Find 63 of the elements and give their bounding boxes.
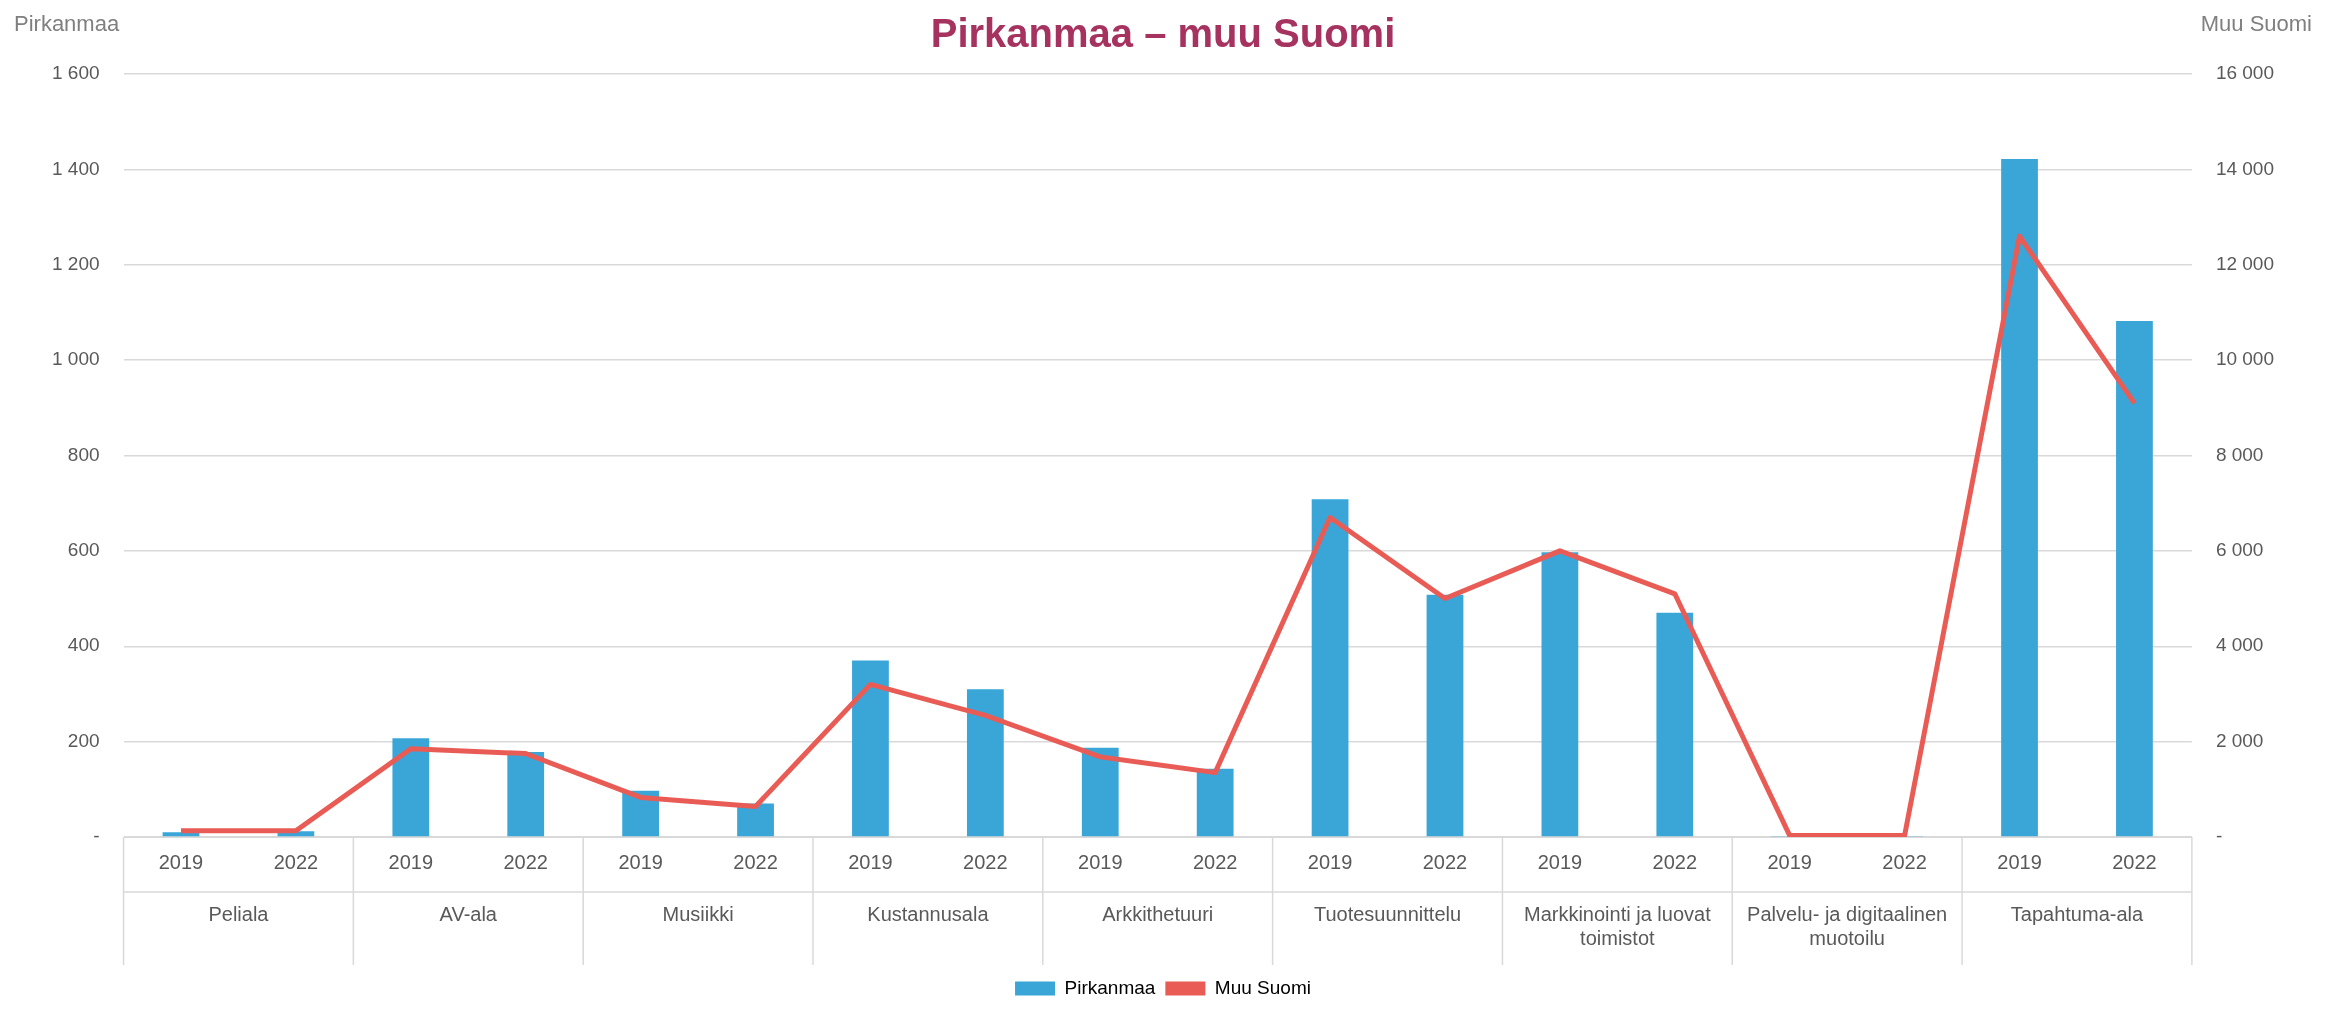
x-tick-label: 2019 <box>1537 850 1583 873</box>
y2-tick-label: 14 000 <box>2215 157 2275 179</box>
x-tick-label: 2022 <box>2112 850 2157 873</box>
bar <box>1311 499 1349 837</box>
x-tick-label: 2022 <box>1652 850 1698 873</box>
text: Kustannusala <box>867 902 990 925</box>
y2-tick-label: 8 000 <box>2215 443 2264 465</box>
y-tick-label: 1 400 <box>52 157 100 179</box>
x-tick-label: 2019 <box>1767 850 1812 873</box>
y2-tick-label: 12 000 <box>2215 252 2275 274</box>
y-tick-label: 200 <box>67 729 100 751</box>
x-tick-label: 2019 <box>1078 850 1123 873</box>
y-tick-label: 1 600 <box>52 62 100 84</box>
y-tick-label: 800 <box>67 443 100 465</box>
y2-tick-label: - <box>2215 825 2223 847</box>
x-tick-label: 2019 <box>1997 850 2042 873</box>
y2-tick-label: 2 000 <box>2215 729 2264 751</box>
x-tick-label: 2022 <box>963 850 1008 873</box>
y2-tick-label: 16 000 <box>2215 62 2275 84</box>
bar <box>852 660 889 837</box>
x-tick-label: 2022 <box>503 850 548 873</box>
bar <box>1656 612 1694 837</box>
x-tick-label: 2019 <box>388 850 434 873</box>
x-tick-label: 2022 <box>733 850 778 873</box>
bar <box>737 803 774 837</box>
legend-label: Pirkanmaa <box>1064 976 1156 998</box>
text: Markkinointi ja luovat toimistot <box>1523 902 1712 949</box>
x-tick-label: 2019 <box>618 850 663 873</box>
y2-tick-label: 10 000 <box>2215 348 2275 370</box>
chart-title: Pirkanmaa – muu Suomi <box>930 11 1396 56</box>
x-tick-label: 2022 <box>1422 850 1468 873</box>
bar <box>2116 321 2153 837</box>
y-axis-title: Pirkanmaa <box>14 11 120 37</box>
text: Peliala <box>208 902 270 925</box>
bar <box>966 689 1004 837</box>
y-tick-label: 600 <box>67 539 100 561</box>
text: Tuotesuunnittelu <box>1313 902 1462 925</box>
x-tick-label: 2019 <box>158 850 204 873</box>
bar <box>1426 594 1464 837</box>
text: Musiikki <box>662 902 734 925</box>
y-tick-label: - <box>93 825 100 847</box>
legend-label: Muu Suomi <box>1214 976 1311 998</box>
x-tick-label: 2019 <box>848 850 893 873</box>
bar <box>2001 158 2038 837</box>
bar <box>507 752 545 837</box>
bar <box>1196 768 1234 837</box>
text: Arkkithetuuri <box>1102 902 1214 925</box>
y2-tick-label: 6 000 <box>2215 539 2264 561</box>
text: Palvelu- ja digitaalinen muotoilu <box>1747 902 1948 949</box>
y2-tick-label: 4 000 <box>2215 634 2264 656</box>
x-tick-label: 2019 <box>1307 850 1353 873</box>
text: AV-ala <box>439 902 498 925</box>
text: Tapahtuma-ala <box>2010 902 2144 925</box>
y-tick-label: 1 200 <box>52 252 100 274</box>
bar <box>1081 747 1119 837</box>
bar <box>392 738 430 837</box>
x-tick-label: 2022 <box>1882 850 1927 873</box>
x-tick-label: 2022 <box>273 850 319 873</box>
y2-axis-title: Muu Suomi <box>2200 11 2312 37</box>
x-tick-label: 2022 <box>1192 850 1238 873</box>
bar <box>1541 552 1579 837</box>
y-tick-label: 1 000 <box>52 348 100 370</box>
y-tick-label: 400 <box>67 634 100 656</box>
